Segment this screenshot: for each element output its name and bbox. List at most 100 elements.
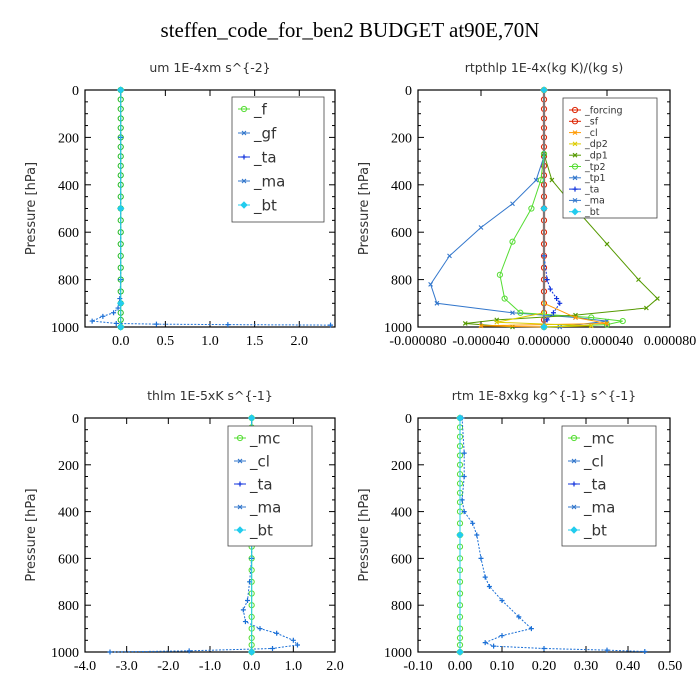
data-point <box>499 598 505 604</box>
x-tick-label: 0.40 <box>616 659 641 674</box>
data-point <box>247 414 256 422</box>
data-point <box>547 286 553 292</box>
legend-entry: _ta <box>249 475 273 494</box>
data-point <box>295 642 300 648</box>
data-point <box>462 321 468 326</box>
x-tick-label: 0.00 <box>448 659 473 674</box>
x-tick-label: -4.0 <box>74 659 96 674</box>
legend-swatch-marker <box>571 106 579 114</box>
legend-swatch-marker <box>236 526 244 534</box>
panel-3: thlm 1E-5xK s^{-1} Pressure [hPa] 0 200 400 6… <box>24 388 344 674</box>
panel-title: rtm 1E-8xkg kg^{-1} s^{-1} <box>452 388 636 403</box>
data-point <box>456 531 464 539</box>
data-point <box>643 305 649 311</box>
y-tick-label: 600 <box>58 552 79 567</box>
x-tick-label: 1.5 <box>246 334 264 349</box>
legend-swatch-marker <box>570 526 578 534</box>
legend-swatch-marker <box>572 152 578 158</box>
legend-swatch-marker <box>237 481 243 487</box>
data-point <box>494 319 500 325</box>
data-point <box>470 520 476 526</box>
legend-swatch-marker <box>572 198 578 203</box>
data-point <box>186 648 192 654</box>
series-bt <box>456 414 464 656</box>
data-point <box>554 296 560 302</box>
legend-swatch-marker <box>237 504 243 510</box>
data-point <box>509 238 516 245</box>
series-line <box>465 90 659 328</box>
legend-entry: _gf <box>253 124 277 143</box>
legend-entry: _f <box>253 100 268 119</box>
legend-swatch-marker <box>572 186 578 192</box>
legend-swatch-marker <box>241 178 247 184</box>
data-point <box>428 281 433 287</box>
data-point <box>588 323 594 329</box>
legend-entry: _forcing <box>584 105 623 116</box>
series-bt <box>117 86 125 331</box>
data-point <box>528 205 535 212</box>
data-point <box>117 296 123 302</box>
legend-swatch-marker <box>572 130 578 135</box>
x-tick-label: -2.0 <box>157 659 179 674</box>
legend-swatch-marker <box>237 458 243 464</box>
legend-swatch-marker <box>571 118 579 125</box>
data-point <box>245 598 250 604</box>
data-point <box>115 305 121 311</box>
data-point <box>528 626 534 632</box>
series-dp1 <box>462 87 660 330</box>
y-tick-label: 200 <box>58 131 79 146</box>
legend-entry: _bt <box>253 196 277 215</box>
legend-entry: _ma <box>249 498 281 517</box>
data-point <box>107 649 113 655</box>
data-point <box>111 310 117 316</box>
legend-entry: _ta <box>583 475 607 494</box>
panel-1: um 1E-4xm s^{-2} Pressure [hPa] 0 200 400 600… <box>24 60 336 349</box>
data-point <box>153 321 159 327</box>
legend-entry: _mc <box>249 429 280 448</box>
y-tick-label: 1000 <box>384 321 412 336</box>
legend-swatch-marker <box>571 481 577 487</box>
data-point <box>517 309 524 316</box>
data-point <box>434 300 440 306</box>
y-tick-label: 800 <box>58 274 79 289</box>
data-point <box>478 555 484 561</box>
legend-entry: _dp2 <box>584 139 608 150</box>
x-tick-label: 0.20 <box>532 659 557 674</box>
legend-entry: _ta <box>584 184 599 195</box>
legend: _forcing_sf_cl_dp2_dp1_tp2_tp1_ta_ma_bt <box>562 97 658 219</box>
data-point <box>604 321 610 326</box>
x-tick-label: 0.000080 <box>644 334 697 349</box>
data-point <box>456 648 464 656</box>
x-tick-label: -3.0 <box>116 659 138 674</box>
x-tick-label: -0.10 <box>403 659 432 674</box>
legend-entry: _mc <box>583 429 614 448</box>
legend: _mc _cl _ta _ma _bt <box>227 425 313 547</box>
data-point <box>117 86 125 94</box>
legend-swatch-marker <box>571 207 579 216</box>
legend-swatch-marker <box>570 434 578 442</box>
data-point <box>537 176 544 184</box>
data-point <box>491 643 497 649</box>
y-tick-label: 1000 <box>51 646 79 661</box>
legend-entry: _tp2 <box>584 162 606 173</box>
legend-swatch-marker <box>241 154 247 160</box>
data-point <box>510 201 515 207</box>
data-point <box>482 640 488 646</box>
legend-entry: _bt <box>584 207 600 218</box>
y-tick-label: 800 <box>391 599 412 614</box>
x-tick-label: 0.000000 <box>518 334 571 349</box>
y-tick-label: 200 <box>391 459 412 474</box>
x-tick-label: -0.000080 <box>389 334 446 349</box>
y-tick-label: 800 <box>58 599 79 614</box>
data-point <box>604 241 610 247</box>
panel-title: thlm 1E-5xK s^{-1} <box>147 388 273 403</box>
series-ta <box>541 87 563 330</box>
series-ta <box>459 415 648 655</box>
y-axis-label: Pressure [hPa] <box>357 488 372 581</box>
x-tick-label: 0.10 <box>490 659 515 674</box>
data-point <box>447 253 452 259</box>
y-tick-label: 0 <box>72 84 79 99</box>
legend-entry: _cl <box>249 452 270 471</box>
legend-entry: _ma <box>253 172 285 191</box>
